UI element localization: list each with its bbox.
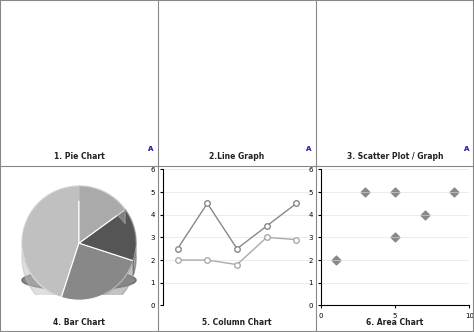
Polygon shape — [61, 261, 133, 314]
Text: A: A — [464, 146, 469, 152]
Wedge shape — [22, 186, 79, 297]
Point — [391, 235, 399, 240]
Text: 1. Pie Chart: 1. Pie Chart — [54, 152, 104, 161]
Text: 3. Scatter Plot / Graph: 3. Scatter Plot / Graph — [347, 152, 443, 161]
Text: 2.Line Graph: 2.Line Graph — [210, 152, 264, 161]
Text: 4. Bar Chart: 4. Bar Chart — [53, 318, 105, 327]
Polygon shape — [79, 186, 125, 224]
Text: 6. Area Chart: 6. Area Chart — [366, 318, 424, 327]
Text: A: A — [464, 146, 469, 152]
Text: A: A — [148, 146, 153, 152]
Polygon shape — [22, 186, 79, 312]
Point — [421, 212, 428, 217]
Wedge shape — [61, 243, 133, 300]
Point — [332, 257, 339, 263]
Wedge shape — [79, 209, 136, 261]
Wedge shape — [79, 186, 125, 243]
Text: A: A — [306, 146, 311, 152]
Text: A: A — [306, 146, 311, 152]
Polygon shape — [125, 209, 136, 275]
Text: A: A — [148, 146, 153, 152]
Ellipse shape — [22, 270, 136, 290]
Text: 5. Column Chart: 5. Column Chart — [202, 318, 272, 327]
Point — [362, 189, 369, 195]
Point — [451, 189, 458, 195]
Point — [391, 189, 399, 195]
